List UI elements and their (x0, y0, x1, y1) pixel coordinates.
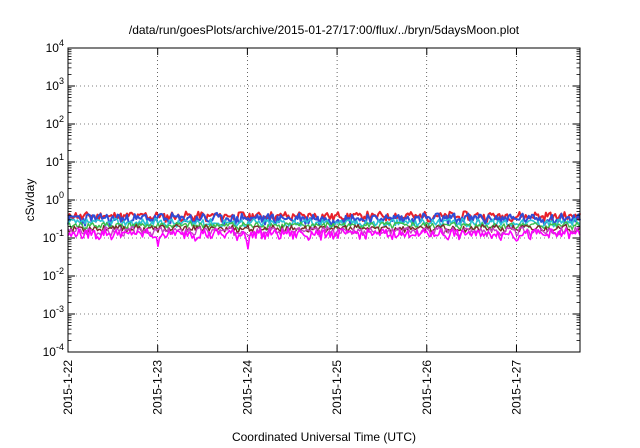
series-line (67, 221, 581, 231)
series-layer (67, 210, 581, 250)
x-tick-label: 2015-1-23 (151, 360, 165, 415)
y-tick-label: 10-4 (43, 342, 64, 359)
y-tick-label: 103 (46, 76, 64, 93)
y-tick-label: 10-1 (43, 228, 64, 245)
series-line (67, 210, 581, 224)
y-axis-title: cSv/day (23, 179, 37, 222)
y-tick-label: 104 (46, 38, 64, 55)
y-tick-label: 100 (46, 190, 64, 207)
y-axis: 10-4 10-3 10-2 10-1 100 101 102 103 104 (43, 38, 580, 359)
x-axis-title: Coordinated Universal Time (UTC) (232, 430, 416, 444)
x-axis: 2015-1-22 2015-1-23 2015-1-24 2015-1-25 2015… (61, 48, 523, 415)
y-tick-label: 10-3 (43, 304, 64, 321)
x-tick-label: 2015-1-26 (420, 360, 434, 415)
x-tick-label: 2015-1-27 (509, 360, 523, 415)
x-tick-label: 2015-1-22 (61, 360, 75, 415)
series-line (67, 223, 581, 234)
series-line (67, 225, 581, 238)
series-line (67, 228, 581, 250)
y-tick-label: 102 (46, 114, 64, 131)
x-tick-label: 2015-1-25 (330, 360, 344, 415)
grid (68, 48, 580, 352)
y-tick-label: 101 (46, 152, 64, 169)
chart-title: /data/run/goesPlots/archive/2015-01-27/1… (129, 23, 520, 37)
x-tick-label: 2015-1-24 (240, 360, 254, 415)
y-tick-label: 10-2 (43, 266, 64, 283)
